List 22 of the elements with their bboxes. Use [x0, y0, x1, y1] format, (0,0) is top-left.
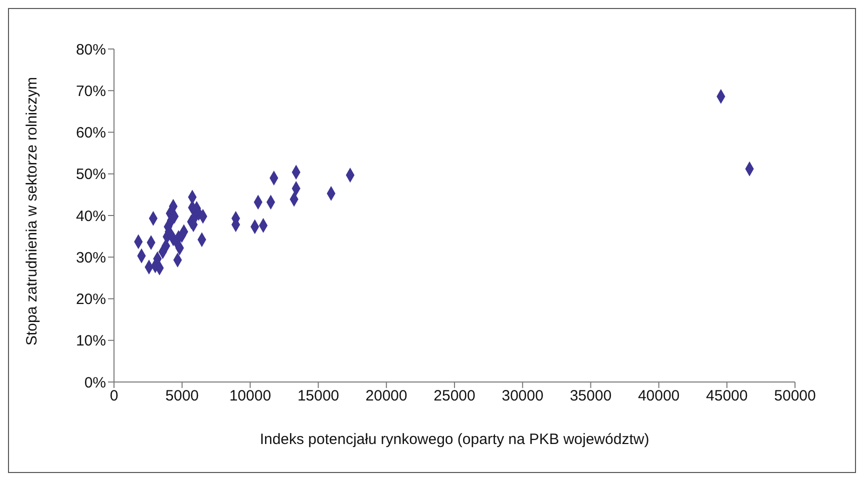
- y-tick-label: 0%: [84, 374, 106, 392]
- x-tick-label: 30000: [502, 388, 544, 405]
- y-tick-label: 40%: [76, 208, 106, 225]
- y-tick-label: 50%: [76, 166, 106, 184]
- y-tick-label: 60%: [76, 124, 106, 142]
- x-tick-label: 5000: [165, 388, 199, 405]
- x-tick-label: 15000: [297, 388, 340, 405]
- y-tick-label: 10%: [76, 332, 106, 350]
- x-tick-label: 25000: [434, 388, 476, 405]
- x-axis-title: Indeks potencjału rynkowego (oparty na PKB województw): [260, 431, 650, 448]
- x-tick-label: 40000: [638, 388, 680, 405]
- y-tick-label: 80%: [76, 41, 106, 58]
- y-tick-label: 20%: [76, 291, 106, 308]
- x-tick-label: 35000: [570, 388, 612, 405]
- x-tick-label: 20000: [366, 388, 408, 405]
- x-tick-label: 45000: [706, 388, 748, 405]
- x-tick-label: 10000: [229, 388, 272, 405]
- y-axis-title: Stopa zatrudnienia w sektorze rolniczym: [23, 77, 40, 346]
- y-tick-label: 30%: [76, 249, 106, 266]
- y-tick-label: 70%: [76, 82, 106, 100]
- x-tick-label: 0: [110, 388, 118, 405]
- x-tick-label: 50000: [774, 388, 816, 405]
